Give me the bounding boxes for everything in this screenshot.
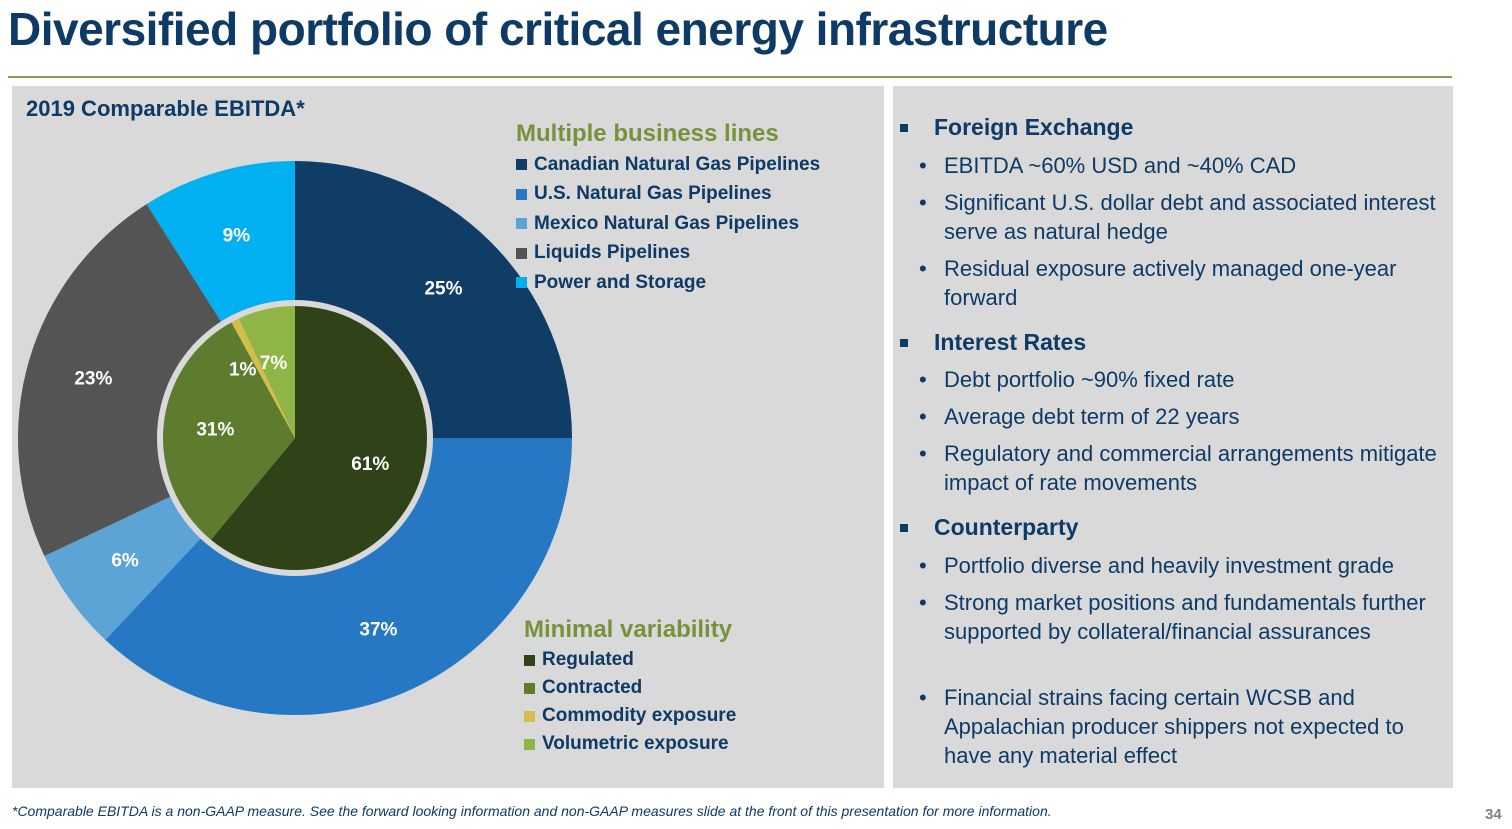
legend-swatch [516, 247, 527, 259]
page-title: Diversified portfolio of critical energy… [8, 3, 1108, 55]
legend-label: Commodity exposure [542, 705, 737, 726]
topic-label: Counterparty [934, 514, 1079, 540]
legend-swatch [524, 682, 535, 694]
bullet-item: • Financial strains facing certain WCSB a… [919, 685, 1404, 768]
bullet-item: • Regulatory and commercial arrangements … [919, 441, 1437, 495]
legend-item: Power and Storage [516, 268, 820, 298]
legend-item: Liquids Pipelines [516, 239, 820, 269]
legend-item: Regulated [524, 646, 736, 674]
square-bullet-icon [900, 123, 908, 132]
bullet-item: • Significant U.S. dollar debt and associ… [919, 190, 1436, 244]
inner-slice-volumetric-exposure [238, 306, 295, 438]
bullet-dot-icon: • [919, 685, 927, 710]
legend-item: Volumetric exposure [524, 730, 736, 758]
bullet-dot-icon: • [919, 441, 927, 466]
legend-item: Mexico Natural Gas Pipelines [516, 209, 820, 239]
inner-slice-commodity-exposure [231, 318, 295, 438]
legend-swatch [516, 188, 527, 200]
legend-item: U.S. Natural Gas Pipelines [516, 180, 820, 210]
legend-swatch [516, 277, 527, 289]
bullet-item: • Residual exposure actively managed one-… [919, 256, 1397, 310]
legend-label: Volumetric exposure [542, 733, 729, 754]
bullet-item: • Debt portfolio ~90% fixed rate [919, 367, 1235, 392]
footnote: *Comparable EBITDA is a non-GAAP measure… [12, 803, 1052, 819]
topic-foreign-exchange: Foreign Exchange [893, 114, 1133, 141]
bullet-item: • Portfolio diverse and heavily investmen… [919, 553, 1395, 578]
outer-data-label: 9% [223, 225, 251, 246]
legend-swatch [524, 738, 535, 750]
bullet-dot-icon: • [919, 256, 927, 281]
inner-data-label: 1% [229, 360, 257, 381]
bullet-item: • Average debt term of 22 years [919, 404, 1240, 429]
legend-swatch [524, 710, 535, 722]
inner-legend-title: Minimal variability [524, 616, 733, 643]
legend-item: Commodity exposure [524, 702, 736, 730]
bullet-item: • EBITDA ~60% USD and ~40% CAD [919, 153, 1297, 178]
inner-slice-regulated [210, 306, 428, 570]
legend-label: Regulated [542, 649, 634, 670]
topic-label: Foreign Exchange [934, 114, 1134, 140]
outer-data-label: 37% [359, 620, 397, 641]
outer-legend: Multiple business lines Canadian Natural… [516, 120, 820, 298]
bullet-dot-icon: • [919, 553, 927, 578]
legend-label: Mexico Natural Gas Pipelines [534, 212, 800, 234]
inner-legend: Minimal variability Regulated Contracted C… [524, 616, 736, 758]
title-divider [8, 76, 1452, 78]
bullet-dot-icon: • [919, 590, 927, 615]
inner-data-label: 7% [260, 353, 288, 374]
topic-interest-rates: Interest Rates [893, 329, 1086, 356]
legend-swatch [516, 159, 527, 171]
legend-item: Canadian Natural Gas Pipelines [516, 150, 820, 180]
outer-data-label: 6% [111, 550, 139, 571]
bullet-dot-icon: • [919, 153, 927, 178]
legend-item: Contracted [524, 674, 736, 702]
ebitda-donut-chart: 25% 37% 6% 23% 9% 61% 31% 1% 7% [17, 161, 572, 715]
inner-data-label: 31% [196, 419, 234, 440]
legend-swatch [524, 654, 535, 666]
legend-swatch [516, 218, 527, 230]
bullet-dot-icon: • [919, 190, 927, 215]
topic-counterparty: Counterparty [893, 514, 1078, 541]
square-bullet-icon [900, 338, 908, 347]
legend-label: Contracted [542, 677, 643, 698]
square-bullet-icon [900, 523, 908, 532]
page-number: 34 [1485, 806, 1502, 823]
outer-legend-title: Multiple business lines [516, 120, 779, 147]
topic-label: Interest Rates [934, 329, 1087, 355]
inner-slice-contracted [163, 322, 295, 540]
risk-panel: Foreign Exchange • EBITDA ~60% USD and ~4… [893, 86, 1453, 788]
bullet-dot-icon: • [919, 367, 927, 392]
legend-label: Power and Storage [534, 271, 707, 293]
bullet-dot-icon: • [919, 404, 927, 429]
chart-title: 2019 Comparable EBITDA* [26, 96, 305, 121]
chart-panel: 2019 Comparable EBITDA* 25% 37% 6% 23% 9% 61%… [12, 86, 884, 788]
inner-data-label: 61% [351, 454, 389, 475]
bullet-item: • Strong market positions and fundamental… [919, 590, 1426, 644]
legend-label: U.S. Natural Gas Pipelines [534, 183, 772, 205]
outer-data-label: 25% [424, 279, 462, 300]
legend-label: Liquids Pipelines [534, 242, 691, 264]
legend-label: Canadian Natural Gas Pipelines [534, 153, 821, 175]
outer-data-label: 23% [74, 368, 112, 389]
outer-slice-u-s-natural-gas-pipelines [105, 438, 572, 715]
